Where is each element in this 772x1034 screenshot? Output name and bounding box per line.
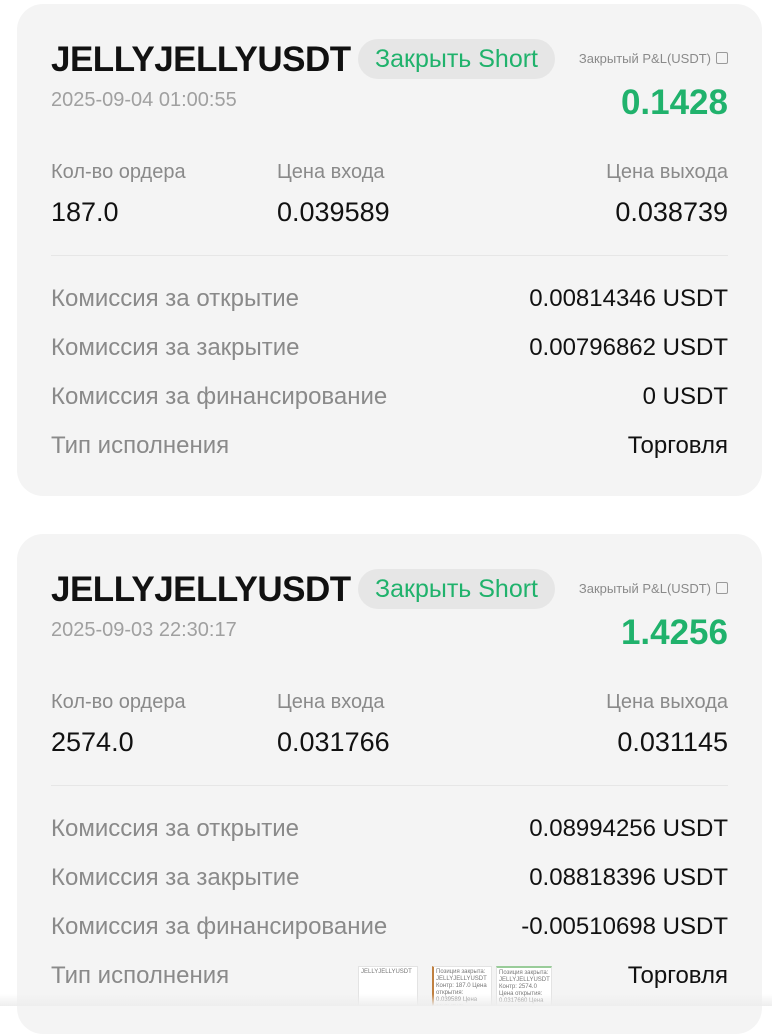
close-short-badge: Закрыть Short	[358, 39, 555, 79]
close-short-badge: Закрыть Short	[358, 569, 555, 609]
trade-datetime: 2025-09-03 22:30:17	[51, 619, 237, 641]
pnl-label-text: Закрытый P&L(USDT)	[578, 51, 711, 66]
exec-type-value: Торговля	[627, 962, 728, 989]
external-link-icon[interactable]	[716, 52, 728, 64]
pnl-label[interactable]: Закрытый P&L(USDT)	[579, 581, 728, 596]
open-fee-label: Комиссия за открытие	[51, 815, 299, 842]
exit-label: Цена выхода	[606, 161, 728, 183]
close-fee-value: 0.08818396 USDT	[529, 864, 728, 891]
entry-value: 0.039589	[277, 197, 390, 227]
exit-value: 0.038739	[615, 197, 728, 227]
open-fee-value: 0.08994256 USDT	[529, 815, 728, 842]
trade-card-1[interactable]: JELLYJELLYUSDT Закрыть Short Закрытый P&…	[17, 4, 762, 496]
pnl-label-text: Закрытый P&L(USDT)	[578, 581, 711, 596]
qty-label: Кол-во ордера	[51, 161, 186, 183]
exec-type-label: Тип исполнения	[51, 432, 230, 459]
qty-value: 2574.0	[51, 727, 134, 757]
symbol-title: JELLYJELLYUSDT	[51, 40, 351, 79]
qty-value: 187.0	[51, 197, 119, 227]
trade-datetime: 2025-09-04 01:00:55	[51, 89, 237, 111]
pnl-value: 0.1428	[620, 83, 728, 122]
bottom-fade	[0, 994, 772, 1006]
symbol-title: JELLYJELLYUSDT	[51, 570, 351, 609]
divider	[51, 255, 728, 256]
pnl-label[interactable]: Закрытый P&L(USDT)	[579, 51, 728, 66]
entry-label: Цена входа	[277, 691, 385, 713]
exit-value: 0.031145	[617, 727, 728, 757]
pnl-value: 1.4256	[620, 613, 728, 652]
open-fee-value: 0.00814346 USDT	[529, 285, 728, 312]
entry-value: 0.031766	[277, 727, 390, 757]
exec-type-value: Торговля	[627, 432, 728, 459]
entry-label: Цена входа	[277, 161, 385, 183]
trade-card-2[interactable]: JELLYJELLYUSDT Закрыть Short Закрытый P&…	[17, 534, 762, 1034]
close-fee-label: Комиссия за закрытие	[51, 334, 300, 361]
qty-label: Кол-во ордера	[51, 691, 186, 713]
external-link-icon[interactable]	[716, 582, 728, 594]
funding-fee-label: Комиссия за финансирование	[51, 913, 388, 940]
funding-fee-value: -0.00510698 USDT	[521, 913, 728, 940]
close-fee-value: 0.00796862 USDT	[529, 334, 728, 361]
exit-label: Цена выхода	[606, 691, 728, 713]
exec-type-label: Тип исполнения	[51, 962, 230, 989]
funding-fee-label: Комиссия за финансирование	[51, 383, 388, 410]
funding-fee-value: 0 USDT	[642, 383, 728, 410]
open-fee-label: Комиссия за открытие	[51, 285, 299, 312]
close-fee-label: Комиссия за закрытие	[51, 864, 300, 891]
divider	[51, 785, 728, 786]
